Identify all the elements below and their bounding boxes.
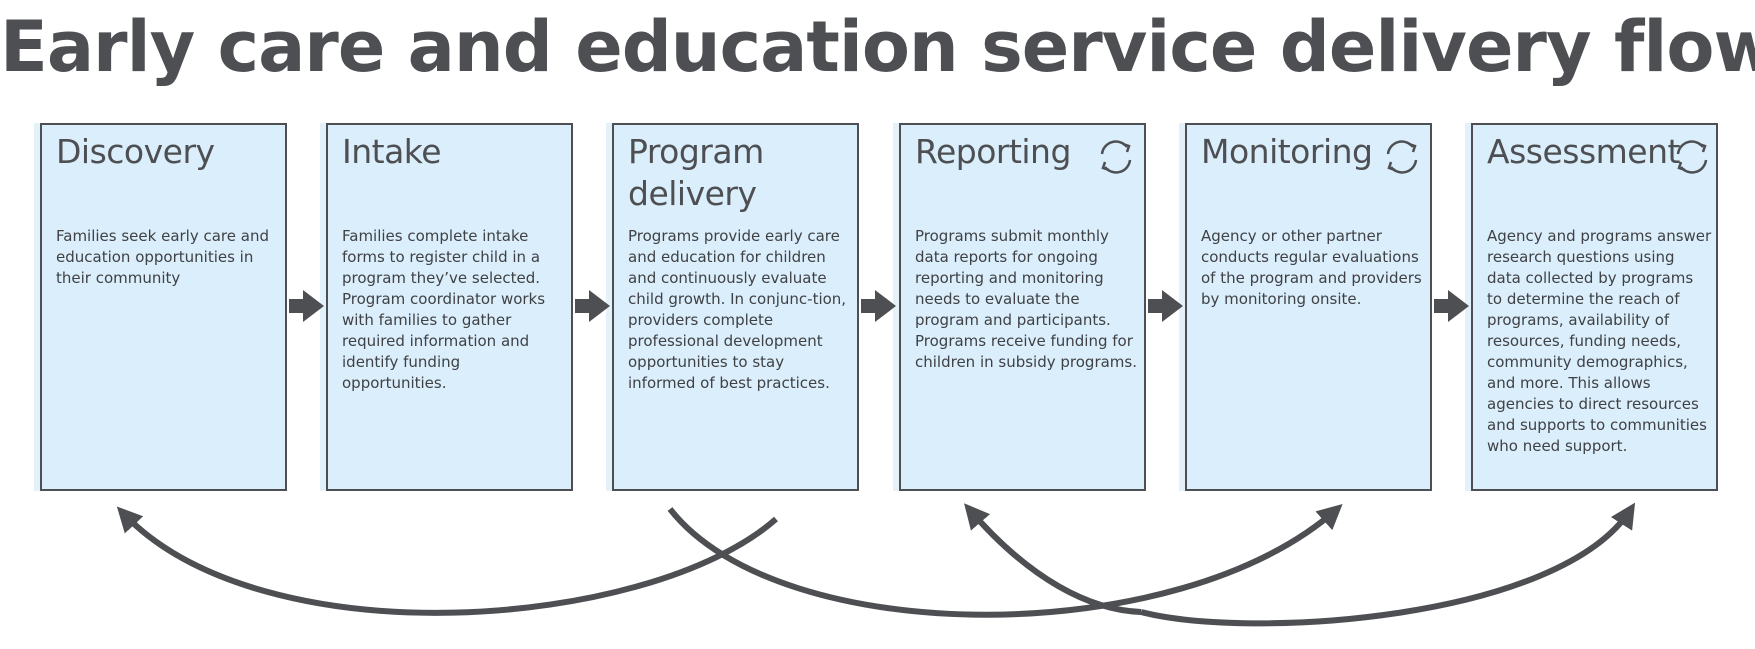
forward-arrow xyxy=(289,290,324,322)
forward-arrow xyxy=(1434,290,1469,322)
stage-intake: Intake Families complete intake forms to… xyxy=(326,123,573,491)
stage-reporting: Reporting Programs submit monthly data r… xyxy=(899,123,1146,491)
stage-title: Intake xyxy=(342,132,442,171)
stage-description: Programs submit monthly data reports for… xyxy=(915,227,1137,371)
curved-feedback-arrow xyxy=(116,506,778,616)
curved-feedback-arrow xyxy=(667,503,1343,618)
curved-feedback-arrow xyxy=(964,503,1142,615)
diagram-title: Early care and education service deliver… xyxy=(0,6,1755,88)
stage-description: Programs provide early care and educatio… xyxy=(628,227,847,392)
cycle-icon xyxy=(1676,140,1708,174)
cycle-icon xyxy=(1386,140,1418,174)
curved-feedback-arrow xyxy=(1140,502,1636,627)
stage-title: Assessment xyxy=(1487,132,1680,171)
stage-title: Reporting xyxy=(915,132,1071,171)
stage-description: Families complete intake forms to regist… xyxy=(342,227,546,392)
stage-monitoring: Monitoring Agency or other partner condu… xyxy=(1185,123,1432,491)
forward-arrow xyxy=(1148,290,1183,322)
stage-description: Families seek early care and education o… xyxy=(56,227,269,287)
stage-title: Program delivery xyxy=(628,132,764,213)
stage-program-delivery: Program delivery Programs provide early … xyxy=(612,123,859,491)
stage-description: Agency and programs answer research ques… xyxy=(1487,227,1712,455)
stage-title: Discovery xyxy=(56,132,215,171)
forward-arrow xyxy=(575,290,610,322)
forward-arrow xyxy=(861,290,896,322)
cycle-icon xyxy=(1100,140,1132,174)
stage-discovery: Discovery Families seek early care and e… xyxy=(40,123,287,491)
stage-title: Monitoring xyxy=(1201,132,1373,171)
stage-description: Agency or other partner conducts regular… xyxy=(1201,227,1422,308)
stage-assessment: Assessment Agency and programs answer re… xyxy=(1471,123,1718,491)
